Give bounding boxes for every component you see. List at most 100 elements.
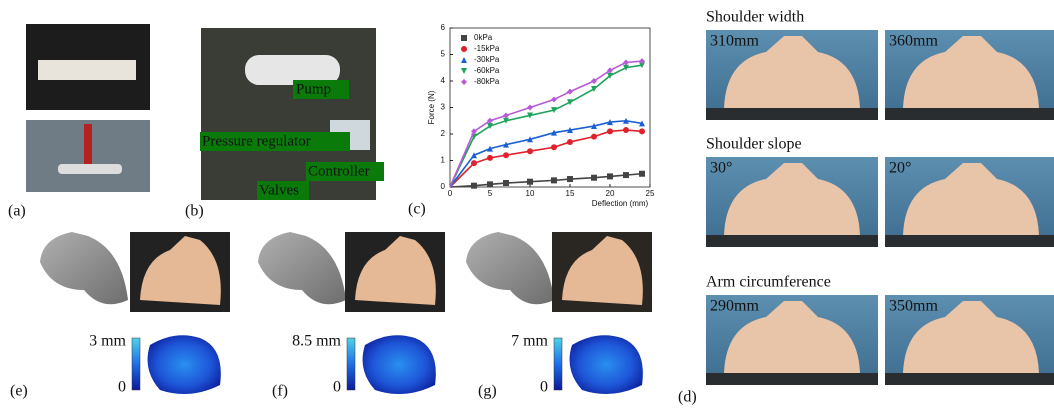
deformation-map (363, 335, 436, 394)
base (885, 108, 1054, 120)
marker (527, 148, 533, 154)
marker (623, 172, 629, 178)
legend-label: -30kPa (474, 55, 500, 64)
figure: (a) Pump Pressure regulator Controller V… (0, 0, 1054, 408)
base (706, 373, 878, 385)
photo-label: 360mm (889, 33, 938, 50)
panel-label: (e) (10, 383, 28, 400)
x-tick-label: 15 (566, 189, 575, 198)
photo-label: 30° (710, 160, 732, 177)
marker (591, 134, 597, 140)
marker (567, 89, 573, 95)
x-tick-label: 25 (646, 189, 655, 198)
legend-marker (461, 57, 467, 63)
panel-label: (c) (408, 201, 426, 218)
scale-min: 0 (540, 379, 548, 396)
scale-max: 8.5 mm (292, 333, 341, 350)
colorbar (132, 338, 140, 390)
scale-max: 7 mm (511, 333, 548, 350)
annotation: Pump (296, 81, 331, 97)
scale-min: 0 (333, 379, 341, 396)
scale-min: 0 (118, 379, 126, 396)
legend-label: 0kPa (474, 33, 493, 42)
marker (591, 175, 597, 181)
legend-marker (461, 46, 467, 52)
legend-marker (461, 79, 467, 85)
deformation-panels: 3 mm 0 (e) 8.5 mm 0 (f) 7 mm 0 (g) (10, 232, 652, 400)
x-tick-label: 5 (488, 189, 493, 198)
group-title: Shoulder width (706, 9, 804, 26)
deformation-map (570, 335, 643, 394)
panel-label: (g) (478, 383, 497, 400)
y-tick-label: 0 (441, 182, 446, 191)
y-axis-label: Force (N) (427, 90, 436, 124)
x-tick-label: 20 (606, 189, 615, 198)
marker (567, 176, 573, 182)
marker (487, 181, 493, 187)
photo-label: 20° (889, 160, 911, 177)
base (706, 235, 878, 247)
marker (607, 128, 613, 134)
x-tick-label: 10 (526, 189, 535, 198)
marker (591, 86, 597, 92)
marker (527, 105, 533, 111)
base (706, 108, 878, 120)
marker (503, 112, 509, 118)
marker (551, 144, 557, 150)
marker (567, 99, 573, 105)
marker (527, 179, 533, 185)
panel-label: (d) (678, 389, 697, 406)
marker (487, 155, 493, 161)
marker (471, 183, 477, 189)
panel-label: (b) (185, 203, 204, 220)
series-line (450, 174, 642, 187)
legend-label: -15kPa (474, 44, 500, 53)
model-3d (466, 232, 554, 304)
marker (551, 177, 557, 183)
specimen (58, 164, 122, 174)
annotation: Valves (259, 182, 299, 198)
photo-label: 290mm (710, 298, 759, 315)
deformation-map (148, 335, 221, 394)
marker (639, 128, 645, 134)
marker (639, 171, 645, 177)
panel-label: (a) (8, 203, 26, 220)
base (885, 373, 1054, 385)
colorbar (554, 338, 562, 390)
y-tick-label: 5 (441, 50, 446, 59)
annotation: Controller (308, 163, 370, 179)
marker (503, 152, 509, 158)
marker (567, 139, 573, 145)
y-tick-label: 4 (441, 76, 446, 85)
tester (84, 124, 92, 164)
y-tick-label: 1 (441, 156, 446, 165)
legend-marker (461, 35, 467, 41)
y-tick-label: 6 (441, 23, 446, 32)
annotation: Pressure regulator (202, 133, 311, 149)
series-line (450, 130, 642, 187)
y-tick-label: 3 (441, 103, 446, 112)
legend-label: -60kPa (474, 66, 500, 75)
marker (471, 152, 477, 158)
group-title: Arm circumference (706, 274, 831, 291)
legend-marker (461, 68, 467, 74)
marker (607, 173, 613, 179)
y-tick-label: 2 (441, 129, 446, 138)
photo-label: 310mm (710, 33, 759, 50)
x-axis-label: Deflection (mm) (592, 199, 649, 208)
marker (623, 127, 629, 133)
marker (623, 59, 629, 65)
marker (471, 160, 477, 166)
model-3d (40, 232, 128, 304)
scale-max: 3 mm (89, 333, 126, 350)
x-tick-label: 0 (448, 189, 453, 198)
colorbar (347, 338, 355, 390)
marker (551, 97, 557, 103)
panel-label: (f) (272, 383, 288, 400)
model-3d (258, 232, 346, 304)
photo-label: 350mm (889, 298, 938, 315)
marker (503, 180, 509, 186)
base (885, 235, 1054, 247)
specimen (38, 60, 136, 80)
